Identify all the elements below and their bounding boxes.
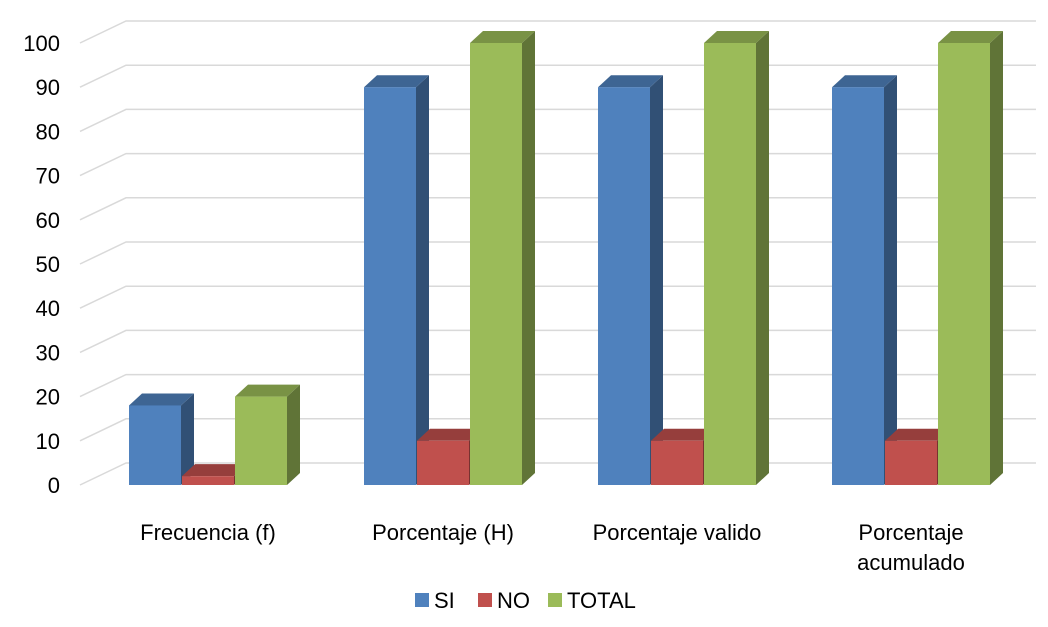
y-tick-label: 80 [36,119,60,144]
bar-si-0 [129,393,194,485]
bar-front [832,87,884,485]
bar-top [417,428,482,441]
bar-front [417,440,469,485]
bar-si-1 [364,75,429,485]
bar-front [364,87,416,485]
x-category-label: Porcentaje acumulado [857,520,965,575]
x-axis-category-labels: Frecuencia (f) Porcentaje (H) Porcentaje v… [140,520,965,575]
bar-total-3 [938,31,1003,485]
bar-si-3 [832,75,897,485]
bar-top [235,384,300,397]
legend-swatch [548,593,562,607]
bar-front [885,440,937,485]
x-category-label: Porcentaje (H) [372,520,514,545]
bar-total-1 [470,31,535,485]
bar-top [832,75,897,88]
bar-top [364,75,429,88]
bar-front [704,43,756,485]
legend-label: SI [434,588,455,613]
bar-side [990,31,1003,485]
bar-top [470,31,535,43]
bar-side [884,75,897,485]
legend: SI NO TOTAL [415,588,636,613]
legend-swatch [478,593,492,607]
bar-si-2 [598,75,663,485]
bar-total-2 [704,31,769,485]
y-tick-label: 100 [23,31,60,56]
legend-item-si: SI [415,588,455,613]
y-tick-label: 30 [36,340,60,365]
bar-front [182,476,234,485]
bar-side [181,393,194,485]
bar-top [598,75,663,88]
y-axis-tick-labels: 0 10 20 30 40 50 60 70 80 90 100 [23,31,60,498]
y-tick-label: 0 [48,473,60,498]
y-tick-label: 70 [36,164,60,189]
bar-side [650,75,663,485]
bar-side [416,75,429,485]
bar-front [470,43,522,485]
y-tick-label: 20 [36,385,60,410]
bar-side [522,31,535,485]
bar-top [129,393,194,406]
legend-swatch [415,593,429,607]
bar-side [756,31,769,485]
bar-front [235,396,287,485]
gridline-100 [79,20,1036,44]
x-category-label: Frecuencia (f) [140,520,276,545]
bar-front [938,43,990,485]
y-tick-label: 10 [36,429,60,454]
y-tick-label: 40 [36,296,60,321]
bar-side [287,384,300,485]
y-tick-label: 60 [36,208,60,233]
legend-item-no: NO [478,588,530,613]
bar-front [651,440,703,485]
legend-label: NO [497,588,530,613]
bar-top [704,31,769,43]
bar-front [598,87,650,485]
bar-front [129,405,181,485]
bar-top [938,31,1003,43]
bar-top [182,464,247,477]
bar-total-0 [235,384,300,485]
bar-top [651,428,716,441]
bar-top [885,428,950,441]
x-category-label: Porcentaje valido [593,520,762,545]
bars [129,31,1003,485]
y-tick-label: 90 [36,75,60,100]
legend-item-total: TOTAL [548,588,636,613]
y-tick-label: 50 [36,252,60,277]
legend-label: TOTAL [567,588,636,613]
